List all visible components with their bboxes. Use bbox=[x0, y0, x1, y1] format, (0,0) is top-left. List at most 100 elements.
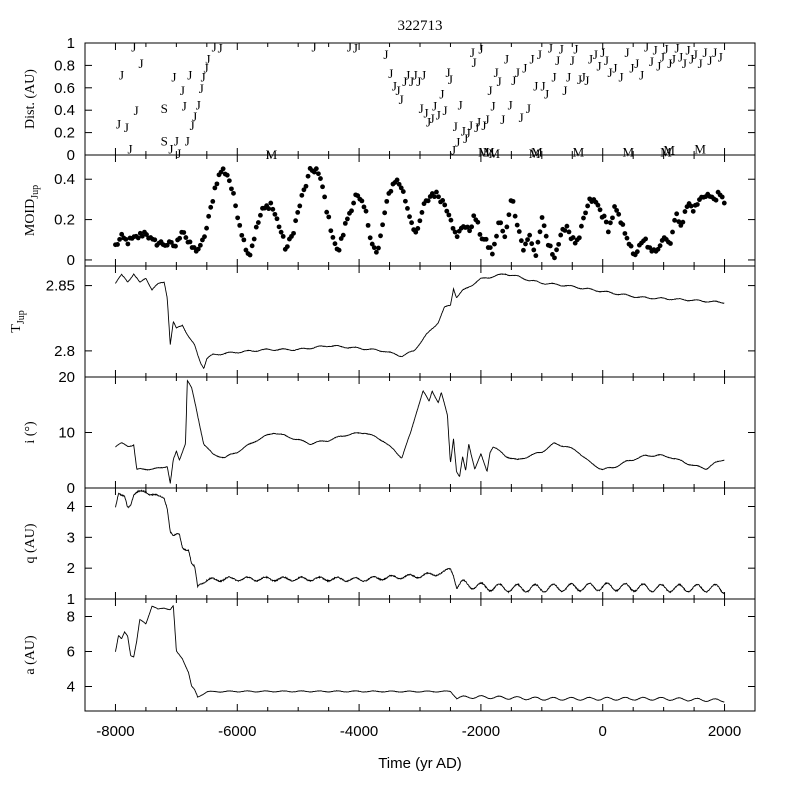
moid-point bbox=[284, 244, 290, 250]
close-approach-marker-j: J bbox=[573, 42, 578, 57]
moid-point bbox=[349, 208, 354, 214]
close-approach-marker-j: J bbox=[522, 61, 527, 76]
moid-point bbox=[595, 202, 601, 208]
close-approach-marker-j: J bbox=[566, 70, 571, 85]
moid-point bbox=[191, 245, 197, 250]
moid-point bbox=[119, 231, 125, 237]
close-approach-marker-j: J bbox=[644, 39, 649, 54]
moid-point bbox=[206, 213, 212, 219]
moid-point bbox=[239, 232, 245, 238]
moid-point bbox=[498, 220, 504, 226]
moid-point bbox=[274, 216, 280, 222]
close-approach-marker-j: J bbox=[500, 112, 505, 127]
y-tick-label: 0.6 bbox=[54, 80, 75, 97]
moid-point bbox=[690, 208, 696, 214]
moid-point bbox=[181, 230, 187, 235]
moid-point bbox=[655, 246, 661, 252]
close-approach-marker-j: J bbox=[597, 58, 602, 73]
moid-point bbox=[251, 236, 257, 242]
close-approach-marker-j: J bbox=[570, 53, 575, 68]
moid-point bbox=[612, 204, 617, 209]
close-approach-marker-j: J bbox=[419, 101, 424, 116]
moid-point bbox=[367, 235, 373, 241]
close-approach-marker-j: J bbox=[396, 83, 401, 98]
moid-point bbox=[235, 215, 241, 221]
moid-point bbox=[297, 203, 303, 209]
moid-point bbox=[581, 215, 586, 221]
close-approach-marker-j: J bbox=[581, 70, 586, 85]
close-approach-marker-j: J bbox=[470, 45, 475, 60]
close-approach-marker-j: J bbox=[392, 79, 397, 94]
inclination-curve bbox=[115, 379, 725, 484]
moid-point bbox=[266, 206, 272, 212]
moid-point bbox=[173, 243, 178, 249]
close-approach-marker-j: J bbox=[612, 61, 617, 76]
moid-point bbox=[197, 242, 203, 248]
panel-frame bbox=[84, 487, 756, 600]
y-tick-label: 0 bbox=[67, 147, 75, 164]
moid-point bbox=[440, 198, 446, 203]
close-approach-marker-j: J bbox=[204, 61, 209, 76]
panel-moid: 0 0.2 0.4 MOIDJup bbox=[23, 154, 756, 269]
close-approach-marker-j: J bbox=[693, 47, 698, 62]
close-approach-marker-j: J bbox=[383, 47, 388, 62]
moid-point bbox=[253, 224, 259, 230]
moid-point bbox=[396, 181, 402, 187]
y-tick-label: 0.8 bbox=[54, 57, 75, 74]
semimajor-curve bbox=[115, 604, 725, 703]
close-approach-marker-j: J bbox=[718, 49, 723, 64]
close-approach-marker-j: J bbox=[430, 111, 435, 126]
moid-point bbox=[448, 217, 454, 223]
close-approach-marker-j: J bbox=[488, 83, 493, 98]
moid-point bbox=[361, 204, 367, 210]
moid-point bbox=[713, 197, 719, 203]
moid-point bbox=[436, 194, 441, 200]
close-approach-marker-j: J bbox=[218, 40, 223, 55]
moid-point bbox=[597, 207, 603, 213]
moid-point bbox=[450, 225, 456, 231]
close-approach-marker-j: J bbox=[472, 55, 477, 70]
moid-point bbox=[608, 220, 613, 226]
close-approach-marker-j: J bbox=[128, 141, 133, 156]
moid-point bbox=[144, 232, 149, 237]
close-approach-marker-j: J bbox=[458, 98, 463, 113]
close-approach-marker-j: J bbox=[664, 42, 669, 57]
moid-point bbox=[168, 239, 174, 245]
close-approach-marker-j: J bbox=[192, 109, 197, 124]
close-approach-marker-j: J bbox=[119, 67, 124, 82]
moid-point bbox=[330, 235, 336, 240]
moid-point bbox=[135, 235, 141, 241]
moid-point bbox=[444, 208, 450, 214]
close-approach-marker-j: J bbox=[442, 103, 447, 118]
moid-point bbox=[533, 253, 539, 259]
moid-point bbox=[291, 230, 296, 236]
y-tick-label: 10 bbox=[58, 425, 75, 442]
close-approach-marker-j: J bbox=[685, 43, 690, 58]
moid-point bbox=[694, 202, 700, 207]
moid-point bbox=[214, 181, 220, 187]
moid-point bbox=[409, 220, 414, 226]
moid-point bbox=[670, 229, 675, 235]
close-approach-marker-j: J bbox=[445, 65, 450, 80]
moid-point bbox=[682, 209, 688, 214]
close-approach-marker-j: J bbox=[474, 120, 479, 135]
close-approach-marker-j: J bbox=[174, 133, 179, 148]
y-tick-label: 2 bbox=[67, 560, 75, 577]
close-approach-marker-j: J bbox=[463, 131, 468, 146]
y-axis-label-subscript: Jup bbox=[16, 310, 27, 324]
moid-point bbox=[465, 224, 470, 230]
close-approach-marker-s: S bbox=[161, 101, 168, 116]
moid-point bbox=[579, 223, 584, 229]
moid-point bbox=[583, 210, 588, 216]
close-approach-marker-m: M bbox=[266, 147, 278, 162]
close-approach-marker-j: J bbox=[541, 79, 546, 94]
close-approach-marker-j: J bbox=[171, 70, 176, 85]
moid-point bbox=[527, 232, 533, 238]
close-approach-marker-j: J bbox=[526, 101, 531, 116]
close-approach-marker-j: J bbox=[421, 67, 426, 82]
moid-point bbox=[123, 236, 129, 242]
moid-point bbox=[616, 211, 622, 217]
moid-point bbox=[316, 171, 321, 177]
close-approach-marker-j: J bbox=[402, 74, 407, 89]
moid-point bbox=[535, 239, 541, 245]
